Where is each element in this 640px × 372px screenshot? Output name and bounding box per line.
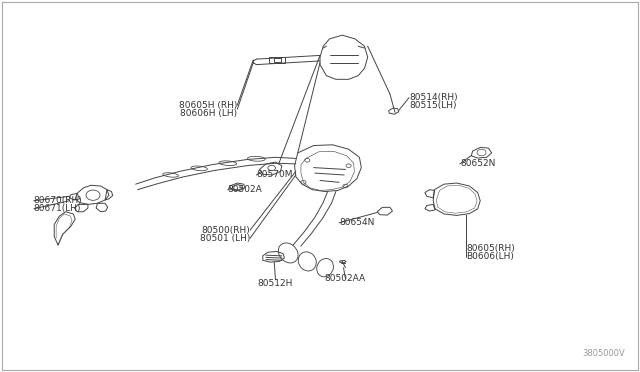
Text: 80515(LH): 80515(LH) [409, 101, 456, 110]
Text: 80502AA: 80502AA [325, 274, 366, 283]
Text: B0606(LH): B0606(LH) [467, 252, 514, 261]
Text: 80605(RH): 80605(RH) [467, 244, 515, 253]
Text: 80606H (LH): 80606H (LH) [180, 109, 237, 118]
Text: 80512H: 80512H [258, 279, 293, 288]
Text: 80654N: 80654N [339, 218, 374, 227]
Text: 80652N: 80652N [460, 160, 495, 169]
Text: 3805000V: 3805000V [582, 349, 625, 358]
Text: 80605H (RH): 80605H (RH) [179, 100, 237, 110]
Text: 80671(LH): 80671(LH) [34, 204, 81, 213]
Text: 80570M: 80570M [257, 170, 293, 179]
Text: 80500(RH): 80500(RH) [202, 226, 250, 235]
Text: 80502A: 80502A [228, 185, 262, 194]
Text: 80670(RH): 80670(RH) [34, 196, 83, 205]
Text: 80501 (LH): 80501 (LH) [200, 234, 250, 243]
Text: 80514(RH): 80514(RH) [409, 93, 458, 102]
